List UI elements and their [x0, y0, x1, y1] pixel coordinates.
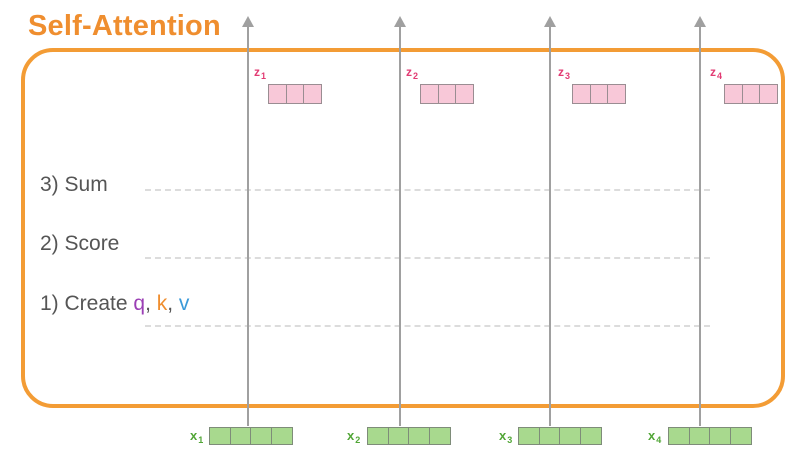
input-label-x2: x2	[347, 428, 361, 446]
create-guide-line	[145, 325, 710, 327]
input-vector-x2	[367, 427, 451, 445]
separator: ,	[167, 292, 179, 315]
value-symbol: v	[178, 292, 190, 315]
step-create-prefix: 1) Create	[40, 292, 134, 315]
output-vector-z1	[268, 84, 322, 104]
vector-cell	[270, 427, 293, 445]
flow-arrow-1-head	[242, 16, 254, 27]
vector-cell	[607, 84, 626, 104]
vector-cell	[741, 84, 761, 104]
flow-arrow-3-line	[549, 24, 551, 426]
vector-cell	[518, 427, 540, 445]
vector-cell	[688, 427, 711, 445]
vector-cell	[387, 427, 410, 445]
input-vector-x3	[518, 427, 602, 445]
flow-arrow-4-line	[699, 24, 701, 426]
diagram-title: Self-Attention	[28, 10, 221, 42]
flow-arrow-1-line	[247, 24, 249, 426]
vector-cell	[408, 427, 430, 445]
output-label-z3: z3	[558, 65, 571, 81]
vector-cell	[455, 84, 474, 104]
output-vector-z3	[572, 84, 626, 104]
step-create-label: 1) Create q, k, v	[40, 291, 189, 317]
vector-cell	[589, 84, 609, 104]
vector-cell	[420, 84, 439, 104]
vector-cell	[428, 427, 451, 445]
input-label-x4: x4	[648, 428, 662, 446]
flow-arrow-4-head	[694, 16, 706, 27]
output-vector-z4	[724, 84, 778, 104]
flow-arrow-2-head	[394, 16, 406, 27]
vector-cell	[538, 427, 561, 445]
self-attention-frame	[21, 48, 785, 408]
vector-cell	[229, 427, 252, 445]
query-symbol: q	[133, 292, 146, 315]
step-sum-label: 3) Sum	[40, 173, 108, 196]
score-guide-line	[145, 257, 710, 259]
input-vector-x4	[668, 427, 752, 445]
flow-arrow-3-head	[544, 16, 556, 27]
output-label-z1: z1	[254, 65, 267, 81]
vector-cell	[367, 427, 389, 445]
vector-cell	[559, 427, 581, 445]
vector-cell	[729, 427, 752, 445]
vector-cell	[437, 84, 457, 104]
vector-cell	[759, 84, 778, 104]
output-label-z2: z2	[406, 65, 419, 81]
output-label-z4: z4	[710, 65, 723, 81]
vector-cell	[572, 84, 591, 104]
step-score-label: 2) Score	[40, 232, 120, 255]
output-vector-z2	[420, 84, 474, 104]
vector-cell	[709, 427, 731, 445]
input-label-x3: x3	[499, 428, 513, 446]
vector-cell	[285, 84, 305, 104]
vector-cell	[268, 84, 287, 104]
input-vector-x1	[209, 427, 293, 445]
vector-cell	[209, 427, 231, 445]
flow-arrow-2-line	[399, 24, 401, 426]
sum-guide-line	[145, 189, 710, 191]
vector-cell	[724, 84, 743, 104]
input-label-x1: x1	[190, 428, 204, 446]
vector-cell	[303, 84, 322, 104]
separator: ,	[145, 292, 157, 315]
vector-cell	[579, 427, 602, 445]
vector-cell	[250, 427, 272, 445]
vector-cell	[668, 427, 690, 445]
key-symbol: k	[156, 292, 168, 315]
